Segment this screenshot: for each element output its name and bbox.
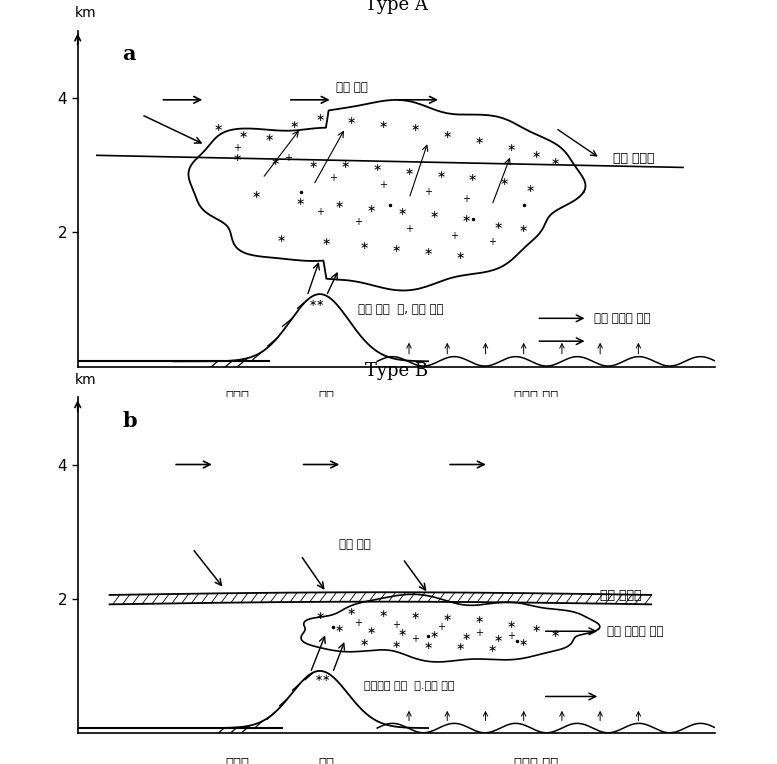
Text: +: + (233, 143, 241, 154)
Text: 강제 상승  열, 수분 공급: 강제 상승 열, 수분 공급 (358, 303, 444, 316)
Text: +: + (488, 238, 496, 248)
Text: km: km (75, 373, 96, 387)
Text: ∗: ∗ (519, 224, 528, 234)
Text: ∗: ∗ (443, 130, 452, 140)
Text: ∗: ∗ (430, 210, 439, 221)
Text: ∗: ∗ (519, 638, 528, 648)
Text: ∗: ∗ (360, 638, 369, 648)
Text: ∗: ∗ (436, 170, 445, 180)
Text: km: km (75, 6, 96, 21)
Text: Type B: Type B (364, 362, 428, 380)
Text: ∗: ∗ (430, 630, 439, 639)
Text: +: + (475, 627, 483, 638)
Text: +: + (354, 217, 362, 227)
Text: ∗: ∗ (270, 157, 280, 167)
Text: +: + (411, 634, 420, 644)
Text: Type A: Type A (365, 0, 427, 14)
Text: 하강 운동: 하강 운동 (339, 538, 371, 551)
Text: ∗: ∗ (551, 157, 560, 167)
Text: ∗: ∗ (372, 163, 382, 173)
Text: 온난 다습한 공기: 온난 다습한 공기 (594, 312, 650, 325)
Text: ∗: ∗ (213, 123, 222, 133)
Text: 강한 역진층: 강한 역진층 (600, 589, 642, 602)
Text: +: + (379, 180, 388, 190)
Text: ∗: ∗ (398, 627, 407, 638)
Text: 따뜻한 동해: 따뜻한 동해 (514, 390, 559, 403)
Text: 대관령: 대관령 (225, 757, 249, 764)
Text: ∗: ∗ (398, 207, 407, 217)
Text: +: + (450, 231, 458, 241)
Text: ∗: ∗ (507, 620, 516, 630)
Text: ∗: ∗ (366, 204, 375, 214)
Text: 강릇: 강릇 (319, 757, 334, 764)
Text: ∗: ∗ (531, 150, 541, 160)
Text: ∗: ∗ (507, 143, 516, 154)
Text: ∗: ∗ (290, 120, 299, 130)
Text: ∗: ∗ (493, 221, 503, 231)
Text: ∗: ∗ (315, 113, 325, 123)
Text: ∗: ∗ (252, 190, 261, 200)
Text: +: + (507, 631, 515, 641)
Text: ∗: ∗ (392, 639, 401, 649)
Text: ∗: ∗ (462, 214, 471, 224)
Text: ∗: ∗ (232, 154, 242, 163)
Text: 따뜻한 동해: 따뜻한 동해 (514, 757, 559, 764)
Text: 강릇: 강릇 (319, 390, 334, 403)
Text: 대관령: 대관령 (225, 390, 249, 403)
Text: ∗: ∗ (340, 160, 350, 170)
Text: ∗: ∗ (277, 234, 286, 244)
Text: b: b (122, 411, 137, 431)
Text: ∗: ∗ (334, 624, 343, 634)
Text: 상승 운동: 상승 운동 (336, 82, 368, 95)
Text: +: + (392, 620, 400, 630)
Text: ∗: ∗ (347, 607, 357, 617)
Text: ∗: ∗ (500, 176, 509, 187)
Text: +: + (424, 187, 432, 197)
Text: ∗: ∗ (366, 626, 375, 636)
Text: ∗: ∗ (315, 610, 325, 621)
Text: 약한 역전층: 약한 역전층 (613, 152, 654, 165)
Text: ∗: ∗ (443, 613, 452, 623)
Text: a: a (122, 44, 136, 64)
Text: +: + (405, 224, 413, 234)
Text: ∗: ∗ (411, 610, 420, 621)
Text: ∗: ∗ (475, 137, 484, 147)
Text: ∗: ∗ (264, 133, 274, 143)
Text: ∗: ∗ (525, 183, 535, 193)
Text: +: + (437, 622, 445, 633)
Text: ∗: ∗ (392, 244, 401, 254)
Text: ∗: ∗ (379, 609, 388, 619)
Text: ∗: ∗ (411, 123, 420, 133)
Text: ∗: ∗ (423, 248, 433, 257)
Text: ∗: ∗ (334, 200, 343, 210)
Text: ∗: ∗ (468, 173, 477, 183)
Text: ∗: ∗ (487, 644, 497, 655)
Text: ∗: ∗ (360, 241, 369, 251)
Text: ∗: ∗ (322, 238, 331, 248)
Text: ∗: ∗ (493, 634, 503, 644)
Text: 약한강제 상승  열.수분 공급: 약한강제 상승 열.수분 공급 (364, 681, 455, 691)
Text: ∗∗: ∗∗ (308, 298, 325, 308)
Text: +: + (315, 207, 324, 217)
Text: ∗: ∗ (404, 167, 413, 176)
Text: ∗: ∗ (455, 251, 465, 261)
Text: 차고 건조한 공기: 차고 건조한 공기 (607, 625, 663, 638)
Text: +: + (462, 193, 470, 204)
Text: ∗: ∗ (462, 632, 471, 642)
Text: ∗: ∗ (455, 643, 465, 652)
Text: ∗: ∗ (308, 160, 318, 170)
Text: ∗∗: ∗∗ (315, 673, 331, 683)
Text: ∗: ∗ (296, 197, 305, 207)
Text: ∗: ∗ (423, 641, 433, 651)
Text: ∗: ∗ (379, 120, 388, 130)
Text: +: + (354, 617, 362, 627)
Text: ∗: ∗ (551, 629, 560, 639)
Text: +: + (284, 154, 292, 163)
Text: ∗: ∗ (531, 624, 541, 634)
Text: ∗: ∗ (239, 130, 248, 140)
Text: ∗: ∗ (475, 616, 484, 626)
Text: ∗: ∗ (347, 116, 357, 126)
Text: +: + (329, 173, 336, 183)
